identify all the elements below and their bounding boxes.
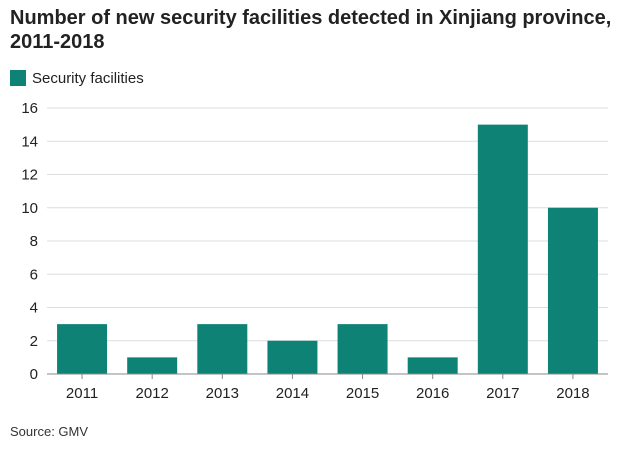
- x-tick-label: 2015: [346, 385, 379, 402]
- bar-2014: [267, 340, 318, 374]
- bar-2013: [197, 324, 248, 374]
- y-axis-ticks: 0 2 4 6 8 10 12 14 16: [21, 100, 38, 383]
- x-tick-label: 2011: [66, 385, 98, 402]
- bar-2017: [477, 124, 528, 374]
- y-tick-label: 2: [30, 333, 38, 350]
- y-tick-label: 0: [30, 366, 38, 383]
- y-tick-label: 10: [21, 200, 38, 217]
- bar-2012: [127, 357, 178, 374]
- chart-title: Number of new security facilities detect…: [10, 7, 612, 53]
- bars: [57, 124, 598, 374]
- y-tick-label: 8: [30, 233, 38, 250]
- source-note: Source: GMV: [10, 424, 89, 439]
- y-tick-label: 12: [21, 167, 38, 184]
- y-tick-label: 6: [30, 266, 38, 283]
- x-tick-label: 2014: [276, 385, 309, 402]
- bar-2011: [57, 324, 108, 374]
- y-tick-label: 4: [30, 300, 38, 317]
- legend: Security facilities: [10, 68, 144, 88]
- legend-swatch: [10, 70, 26, 86]
- y-tick-label: 14: [21, 133, 38, 150]
- bar-2015: [337, 324, 388, 374]
- x-tick-label: 2016: [416, 385, 449, 402]
- x-axis-ticks: 2011 2012 2013 2014 2015 2016 2017 2018: [66, 374, 590, 402]
- x-tick-label: 2013: [206, 385, 239, 402]
- y-tick-label: 16: [21, 100, 38, 117]
- legend-label: Security facilities: [32, 69, 144, 87]
- x-tick-label: 2012: [136, 385, 169, 402]
- x-tick-label: 2017: [486, 385, 519, 402]
- bar-2016: [407, 357, 458, 374]
- x-tick-label: 2018: [556, 385, 589, 402]
- bar-2018: [547, 207, 598, 374]
